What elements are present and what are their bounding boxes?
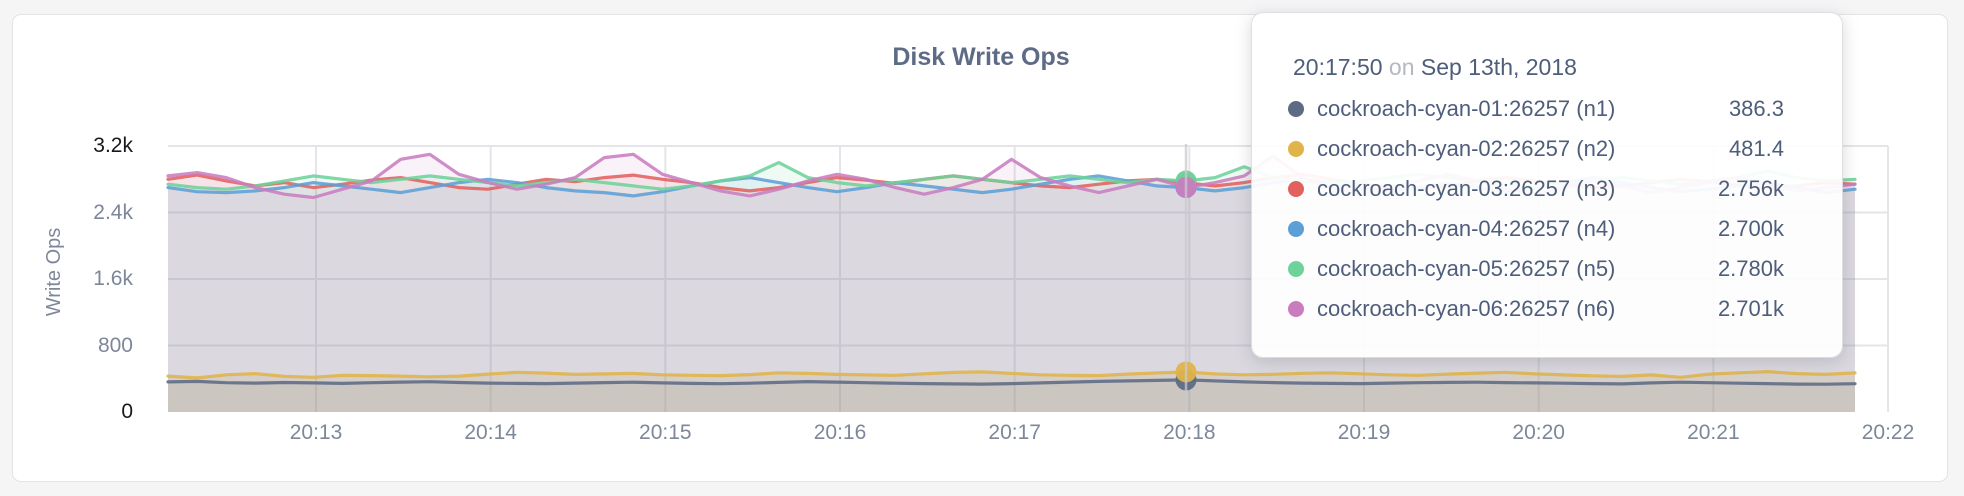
x-tick-label: 20:17: [988, 421, 1041, 444]
series-label: cockroach-cyan-03:26257 (n3): [1317, 176, 1616, 201]
tooltip-series-row: cockroach-cyan-01:26257 (n1) 386.3: [1288, 89, 1784, 129]
series-value: 2.756k: [1717, 176, 1784, 201]
series-value: 386.3: [1728, 96, 1784, 121]
tooltip-series-row: cockroach-cyan-03:26257 (n3) 2.756k: [1288, 169, 1784, 209]
series-value: 2.780k: [1717, 256, 1784, 281]
series-label: cockroach-cyan-02:26257 (n2): [1317, 136, 1616, 161]
y-tick-label: 1.6k: [93, 267, 133, 290]
tooltip-date: Sep 13th, 2018: [1420, 54, 1577, 80]
x-tick-label: 20:14: [464, 421, 517, 444]
series-color-dot: [1288, 101, 1304, 117]
y-tick-label: 2.4k: [93, 200, 133, 224]
tooltip-time: 20:17:50: [1293, 54, 1383, 80]
series-label: cockroach-cyan-06:26257 (n6): [1317, 296, 1616, 321]
x-tick-label: 20:22: [1861, 421, 1915, 444]
tooltip-series-row: cockroach-cyan-06:26257 (n6) 2.701k: [1288, 289, 1784, 329]
series-label: cockroach-cyan-01:26257 (n1): [1317, 96, 1616, 121]
tooltip-conjunction: on: [1388, 54, 1415, 80]
x-tick-label: 20:16: [813, 421, 867, 444]
series-value: 481.4: [1728, 136, 1784, 161]
x-tick-label: 20:13: [289, 421, 343, 444]
series-label: cockroach-cyan-04:26257 (n4): [1317, 216, 1616, 241]
tooltip-series-row: cockroach-cyan-05:26257 (n5) 2.780k: [1288, 249, 1784, 289]
x-tick-label: 20:20: [1512, 421, 1565, 444]
series-color-dot: [1288, 181, 1304, 197]
hover-tooltip: 20:17:50 on Sep 13th, 2018 cockroach-cya…: [1251, 12, 1843, 358]
series-label: cockroach-cyan-05:26257 (n5): [1317, 256, 1616, 281]
y-tick-label: 0: [121, 400, 133, 423]
tooltip-series-list: cockroach-cyan-01:26257 (n1) 386.3 cockroa…: [1288, 89, 1784, 329]
series-value: 2.700k: [1717, 216, 1784, 241]
x-tick-label: 20:19: [1337, 421, 1391, 444]
x-tick-label: 20:15: [639, 421, 692, 444]
x-tick-label: 20:18: [1163, 421, 1216, 444]
chart-title: Disk Write Ops: [892, 43, 1070, 71]
series-value: 2.701k: [1717, 296, 1784, 321]
series-color-dot: [1288, 261, 1304, 277]
x-tick-label: 20:21: [1687, 421, 1740, 444]
y-tick-label: 3.2k: [93, 134, 133, 157]
y-tick-label: 800: [97, 333, 133, 357]
series-color-dot: [1288, 221, 1304, 237]
series-color-dot: [1288, 301, 1304, 317]
tooltip-series-row: cockroach-cyan-02:26257 (n2) 481.4: [1288, 129, 1784, 169]
series-color-dot: [1288, 141, 1304, 157]
tooltip-timestamp: 20:17:50 on Sep 13th, 2018: [1293, 53, 1784, 81]
tooltip-series-row: cockroach-cyan-04:26257 (n4) 2.700k: [1288, 209, 1784, 249]
